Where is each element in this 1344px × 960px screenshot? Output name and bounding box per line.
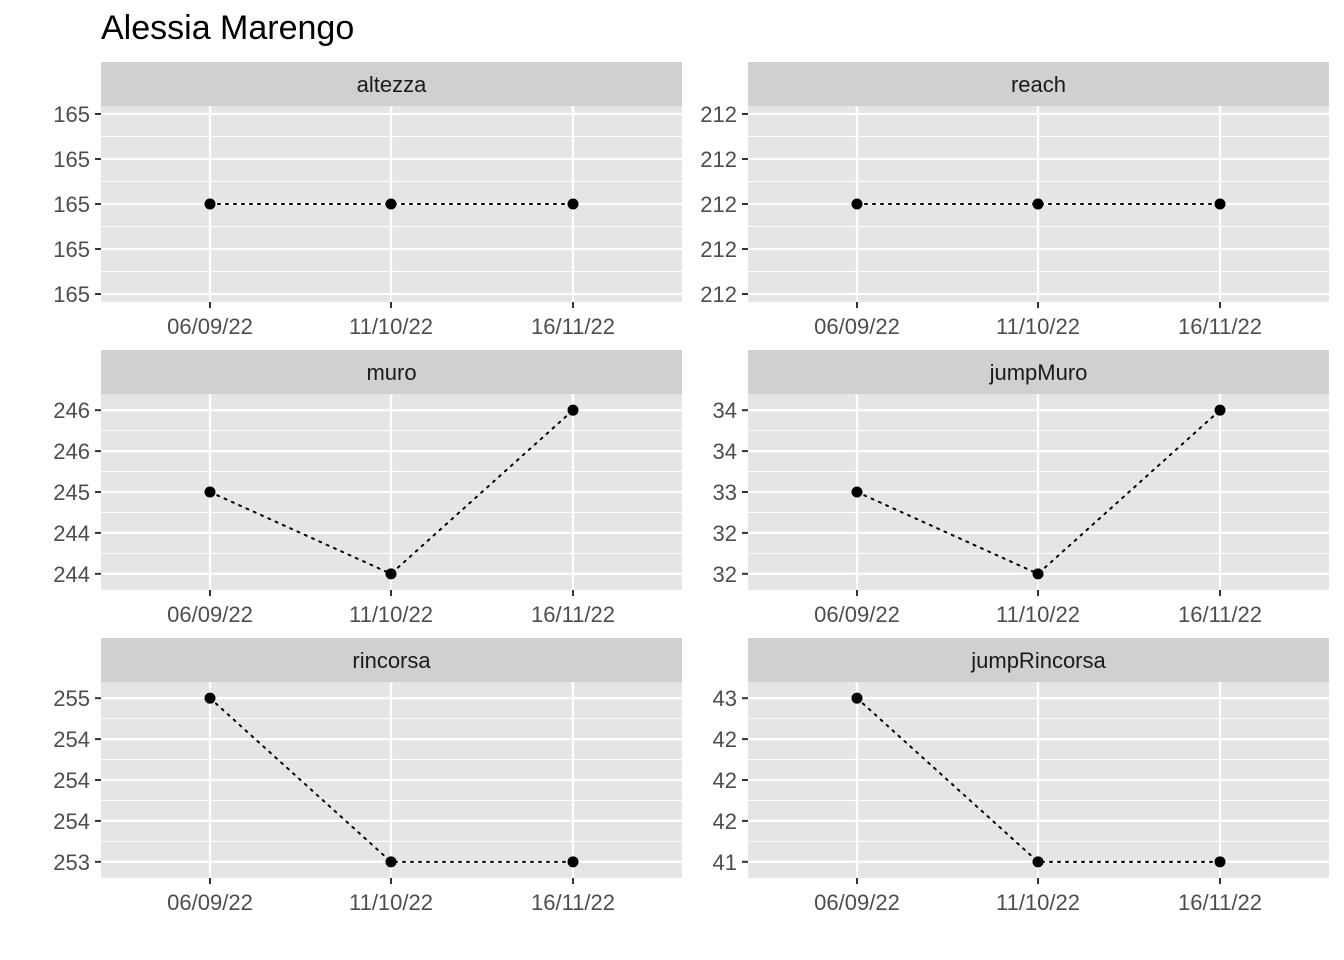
data-point [851,198,863,210]
strip-label-reach: reach [1011,72,1066,97]
data-point [204,198,216,210]
series-line-rincorsa [209,697,574,863]
y-tick-label: 42 [713,768,737,793]
y-tick-label: 212 [700,237,737,262]
y-tick-label: 212 [700,147,737,172]
strip-label-muro: muro [366,360,416,385]
y-tick-label: 254 [53,727,90,752]
strip-jumpMuro [748,350,1329,394]
x-tick-label: 06/09/22 [814,602,900,627]
strip-label-jumpRincorsa: jumpRincorsa [970,648,1106,673]
y-tick-label: 212 [700,192,737,217]
y-tick-label: 165 [53,237,90,262]
y-tick-label: 212 [700,102,737,127]
y-tick-label: 165 [53,147,90,172]
plot-title: Alessia Marengo [101,9,355,47]
data-point [1032,568,1044,580]
data-point [1214,198,1226,210]
strip-altezza [101,62,682,106]
y-tick-label: 165 [53,282,90,307]
y-tick-label: 32 [713,562,737,587]
y-tick-label: 42 [713,809,737,834]
series-line-muro [209,409,574,575]
x-tick-label: 11/10/22 [349,890,433,915]
data-point [851,486,863,498]
data-point [385,198,397,210]
y-tick-label: 253 [53,850,90,875]
data-point [567,856,579,868]
y-tick-label: 246 [53,398,90,423]
y-tick-label: 254 [53,809,90,834]
data-point [204,486,216,498]
y-tick-label: 41 [713,850,737,875]
strip-label-rincorsa: rincorsa [352,648,431,673]
y-tick-label: 165 [53,192,90,217]
series-line-jumpMuro [856,409,1221,575]
data-point [204,692,216,704]
x-tick-label: 16/11/22 [531,314,615,339]
x-tick-label: 06/09/22 [814,890,900,915]
x-tick-label: 11/10/22 [349,602,433,627]
y-tick-label: 244 [53,562,90,587]
data-point [1032,856,1044,868]
y-tick-label: 32 [713,521,737,546]
y-tick-label: 43 [713,686,737,711]
x-tick-label: 16/11/22 [1178,602,1262,627]
y-tick-label: 33 [713,480,737,505]
strip-label-jumpMuro: jumpMuro [989,360,1088,385]
x-tick-label: 16/11/22 [1178,314,1262,339]
strip-rincorsa [101,638,682,682]
data-point [1214,404,1226,416]
data-point [385,568,397,580]
x-tick-label: 11/10/22 [996,602,1080,627]
strip-muro [101,350,682,394]
x-tick-label: 16/11/22 [531,602,615,627]
data-point [1032,198,1044,210]
y-tick-label: 254 [53,768,90,793]
data-point [385,856,397,868]
strip-jumpRincorsa [748,638,1329,682]
y-tick-label: 34 [713,398,737,423]
strip-reach [748,62,1329,106]
y-tick-label: 165 [53,102,90,127]
data-point [1214,856,1226,868]
data-point [851,692,863,704]
x-tick-label: 11/10/22 [996,314,1080,339]
x-tick-label: 16/11/22 [1178,890,1262,915]
data-point [567,404,579,416]
y-tick-label: 245 [53,480,90,505]
x-tick-label: 06/09/22 [167,890,253,915]
y-tick-label: 244 [53,521,90,546]
strip-label-altezza: altezza [357,72,427,97]
y-tick-label: 212 [700,282,737,307]
x-tick-label: 06/09/22 [167,314,253,339]
x-tick-label: 11/10/22 [349,314,433,339]
x-tick-label: 06/09/22 [814,314,900,339]
x-tick-label: 16/11/22 [531,890,615,915]
data-point [567,198,579,210]
x-tick-label: 06/09/22 [167,602,253,627]
y-tick-label: 42 [713,727,737,752]
series-line-jumpRincorsa [856,697,1221,863]
y-tick-label: 246 [53,439,90,464]
y-tick-label: 255 [53,686,90,711]
x-tick-label: 11/10/22 [996,890,1080,915]
y-tick-label: 34 [713,439,737,464]
